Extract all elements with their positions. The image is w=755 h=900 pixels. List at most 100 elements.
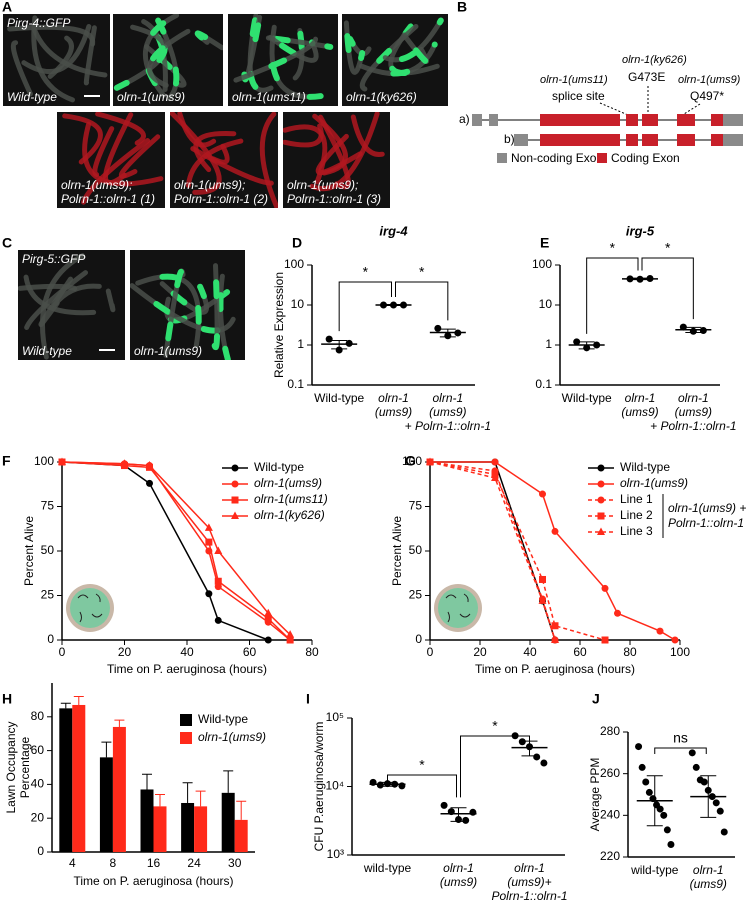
error-bar — [182, 782, 193, 803]
micrograph-label: Wild-type — [7, 90, 57, 104]
error-bar — [450, 807, 467, 822]
marker — [264, 636, 272, 644]
marker — [573, 338, 581, 346]
x-tick-label: 80 — [623, 645, 637, 659]
error-bar — [331, 339, 348, 350]
marker — [679, 323, 687, 331]
error-bar — [223, 770, 234, 793]
y-tick-label: 100 — [34, 454, 54, 468]
y-tick-label: 75 — [41, 499, 55, 513]
y-axis-label: Percentage — [18, 736, 32, 798]
worm — [47, 35, 74, 79]
marker — [540, 759, 548, 767]
worm — [309, 112, 380, 192]
legend-label: olrn-1(ums11) — [254, 492, 328, 506]
micrograph-label: olrn-1(ky626) — [346, 90, 417, 104]
error-bar — [578, 341, 595, 350]
worm — [32, 28, 108, 78]
worm-gfp — [142, 14, 180, 99]
worm — [83, 25, 97, 86]
x-tick-label: 30 — [228, 856, 242, 870]
legend-swatch — [597, 153, 607, 163]
bar — [140, 789, 154, 852]
worm-gfp — [155, 17, 180, 102]
worm — [130, 283, 236, 334]
marker — [58, 457, 66, 465]
x-tick-label: 0 — [427, 645, 434, 659]
significance-bracket — [395, 281, 449, 321]
error-bar — [700, 775, 717, 818]
gene-diagram: olrn-1(ky626) G473E olrn-1(ums11) splice… — [459, 54, 743, 165]
isoform-label: b) — [504, 132, 515, 146]
legend-marker — [597, 464, 605, 472]
x-tick-label: olrn-1 — [432, 391, 463, 405]
x-tick-label: (ums9) — [429, 405, 466, 419]
y-tick-label: 20 — [31, 810, 45, 824]
x-tick-label: 100 — [670, 645, 690, 659]
marker — [539, 490, 546, 498]
series-line — [430, 461, 676, 641]
x-tick-label: (ums9) — [621, 405, 658, 419]
marker — [638, 763, 646, 771]
marker — [335, 346, 343, 354]
dish-lawn — [438, 588, 478, 628]
worm-gfp — [292, 27, 305, 81]
marker — [601, 584, 609, 592]
marker — [539, 575, 546, 583]
x-axis-label: Time on P. aeruginosa (hours) — [475, 662, 635, 676]
worm-gfp — [211, 262, 221, 351]
legend-group-label: olrn-1(ums9) + — [668, 501, 746, 515]
y-tick-label: 10⁵ — [326, 710, 344, 724]
x-tick-label: wild-type — [630, 863, 679, 877]
worm — [259, 112, 278, 208]
micrograph: olrn-1(ums9) — [113, 14, 223, 106]
legend-swatch — [180, 732, 192, 744]
marker — [426, 457, 434, 465]
panel-label: H — [2, 691, 12, 707]
bar — [112, 726, 126, 852]
x-axis-label: Time on P. aeruginosa (hours) — [73, 874, 233, 888]
micrograph-label: olrn-1(ums9) — [117, 90, 185, 104]
micrograph-label: olrn-1(ums9); — [61, 178, 132, 192]
y-tick-label: 25 — [41, 588, 55, 602]
micrograph-label: Polrn-1::olrn-1 (3) — [287, 192, 381, 206]
micrograph-label: Polrn-1::olrn-1 (1) — [61, 192, 155, 206]
x-tick-label: olrn-1 — [625, 391, 656, 405]
marker — [538, 596, 547, 604]
marker — [551, 527, 559, 535]
y-tick-label: 1 — [297, 337, 304, 351]
micrograph-bg — [113, 14, 223, 106]
allele-change: Q497* — [690, 89, 724, 103]
worm — [283, 123, 324, 148]
marker — [345, 339, 353, 347]
marker — [145, 461, 154, 469]
x-tick-label: 0 — [59, 645, 66, 659]
legend-marker — [597, 496, 605, 504]
significance-label: * — [492, 718, 498, 734]
marker — [712, 799, 720, 807]
marker — [146, 479, 153, 487]
allele-change: splice site — [552, 89, 605, 103]
allele-name: olrn-1(ums11) — [540, 74, 608, 86]
marker — [533, 753, 541, 761]
error-bar — [60, 702, 71, 709]
worm-gfp — [247, 14, 275, 94]
legend-label: olrn-1(ums9) — [198, 730, 266, 744]
x-tick-label: olrn-1 — [443, 861, 474, 875]
x-tick-label: wild-type — [363, 861, 412, 875]
x-tick-label: + Polrn-1::olrn-1 — [650, 419, 736, 433]
worm-gfp — [140, 18, 169, 93]
panel-label: G — [405, 453, 416, 469]
leader-line — [599, 86, 701, 116]
panel-label: F — [2, 453, 11, 469]
legend-label: Wild-type — [254, 460, 304, 474]
x-tick-label: + Polrn-1::olrn-1 — [405, 419, 491, 433]
worm — [103, 112, 134, 186]
marker — [688, 749, 696, 757]
error-bar — [439, 328, 456, 338]
worm — [39, 253, 85, 360]
micrograph-label: olrn-1(ums9); — [174, 178, 245, 192]
legend-marker — [231, 464, 239, 472]
y-tick-label: 240 — [600, 808, 620, 822]
